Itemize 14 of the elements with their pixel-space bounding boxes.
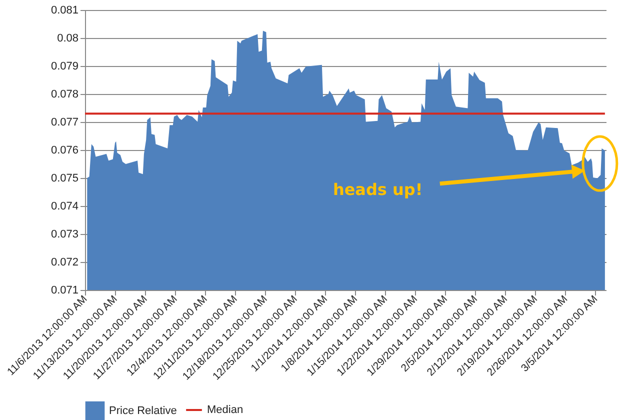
- y-tick-label: 0.072: [50, 256, 78, 268]
- y-tick-label: 0.075: [50, 172, 78, 184]
- y-tick-label: 0.078: [50, 88, 78, 100]
- legend-label: Median: [207, 404, 244, 416]
- y-tick-label: 0.073: [50, 228, 78, 240]
- y-tick-label: 0.079: [50, 60, 78, 72]
- y-tick-label: 0.081: [50, 4, 78, 16]
- y-tick-label: 0.077: [50, 116, 78, 128]
- y-tick-label: 0.074: [50, 200, 78, 212]
- annotation: heads up!: [332, 180, 423, 200]
- y-tick-label: 0.076: [50, 144, 78, 156]
- y-tick-label: 0.071: [50, 284, 78, 296]
- legend-label: Price Relative: [109, 405, 177, 417]
- y-tick-label: 0.08: [57, 32, 78, 44]
